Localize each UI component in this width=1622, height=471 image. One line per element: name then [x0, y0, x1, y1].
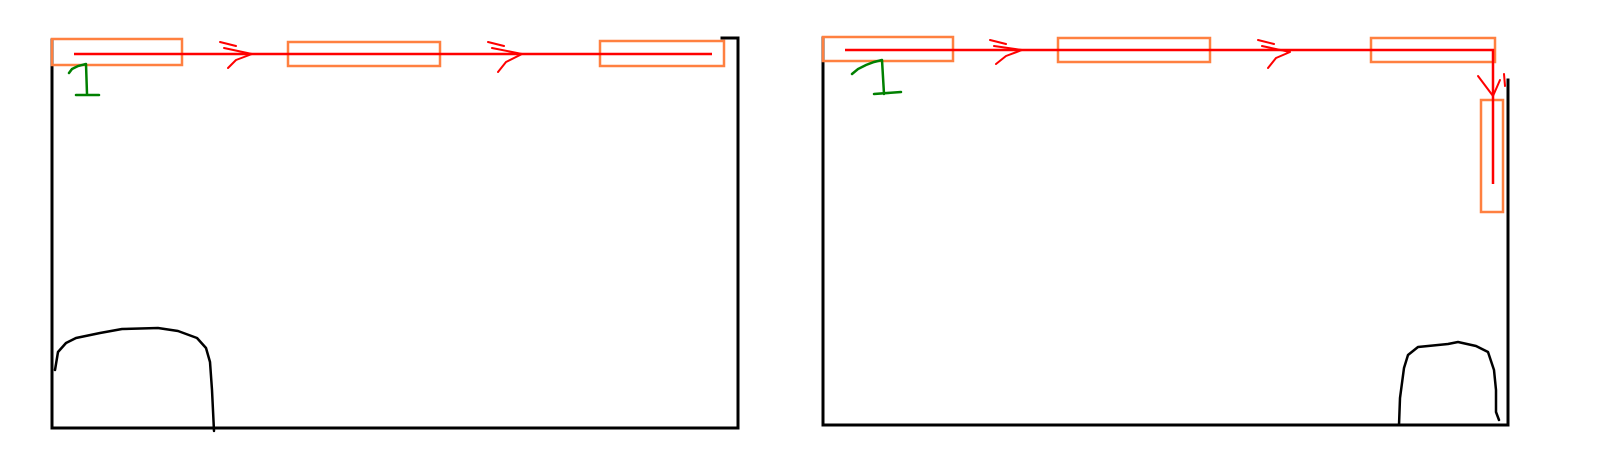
- left-direction-arrow-2: [487, 41, 523, 73]
- right-direction-arrow-2: [1257, 39, 1291, 69]
- right-obstacle: [1397, 340, 1501, 427]
- left-room-walls: [50, 36, 740, 430]
- left-segment-1: [50, 37, 184, 67]
- left-direction-arrow-1: [219, 41, 253, 69]
- right-direction-arrow-down: [1477, 73, 1506, 97]
- right-start-marker: [850, 58, 903, 96]
- left-panel: [50, 36, 740, 433]
- left-obstacle: [53, 326, 216, 433]
- right-room-walls: [821, 36, 1510, 427]
- right-path-line: [845, 48, 1495, 184]
- left-start-marker: [67, 62, 101, 97]
- right-direction-arrow-1: [989, 39, 1023, 65]
- right-panel: [821, 35, 1510, 427]
